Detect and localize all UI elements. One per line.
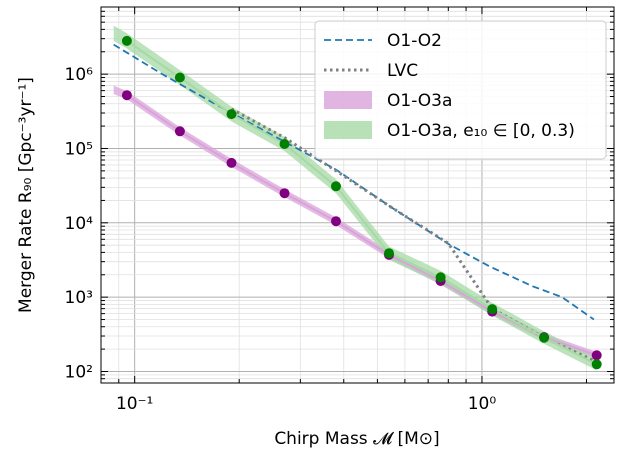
x-tick-label: 10⁻¹: [116, 394, 153, 414]
data-point: [226, 157, 237, 168]
data-point: [384, 248, 394, 259]
series-lines: [113, 40, 598, 366]
data-point: [121, 35, 132, 46]
axis-ticks: 10⁻¹ 10⁰ 10² 10³ 10⁴ 10⁵ 10⁶: [65, 6, 614, 414]
data-point: [279, 188, 290, 199]
data-point: [279, 139, 290, 149]
y-tick-label: 10⁴: [65, 214, 94, 234]
plot-frame: [100, 6, 615, 384]
y-axis-label: Merger Rate R₉₀ [Gpc⁻³yr⁻¹]: [16, 77, 36, 313]
data-point: [121, 90, 132, 101]
data-point: [226, 109, 237, 120]
data-point: [435, 272, 446, 283]
data-point: [591, 359, 602, 370]
x-tick-label: 10⁰: [468, 394, 497, 414]
legend-label: O1-O2: [387, 31, 442, 51]
data-point: [591, 350, 602, 361]
x-axis-label: Chirp Mass 𝓜 [M⊙]: [274, 429, 439, 449]
legend-swatch: [324, 91, 372, 109]
data-point: [174, 126, 185, 137]
series-line: [126, 40, 598, 366]
legend-box: [314, 20, 607, 160]
data-point: [539, 332, 550, 343]
y-tick-label: 10⁵: [65, 139, 93, 159]
data-point: [331, 216, 341, 227]
data-point: [487, 304, 498, 315]
y-tick-label: 10⁶: [65, 65, 94, 85]
data-point: [331, 181, 341, 192]
legend-swatch: [324, 121, 372, 139]
data-points: [121, 35, 602, 370]
legend-label: LVC: [387, 61, 418, 81]
y-tick-label: 10³: [65, 288, 93, 308]
legend: O1-O2 LVC O1-O3a O1-O3a, e₁₀ ∈ [0, 0.3): [314, 20, 607, 160]
legend-label: O1-O3a, e₁₀ ∈ [0, 0.3): [387, 121, 575, 141]
legend-label: O1-O3a: [387, 91, 452, 111]
y-tick-label: 10²: [65, 362, 93, 382]
data-point: [174, 72, 185, 83]
